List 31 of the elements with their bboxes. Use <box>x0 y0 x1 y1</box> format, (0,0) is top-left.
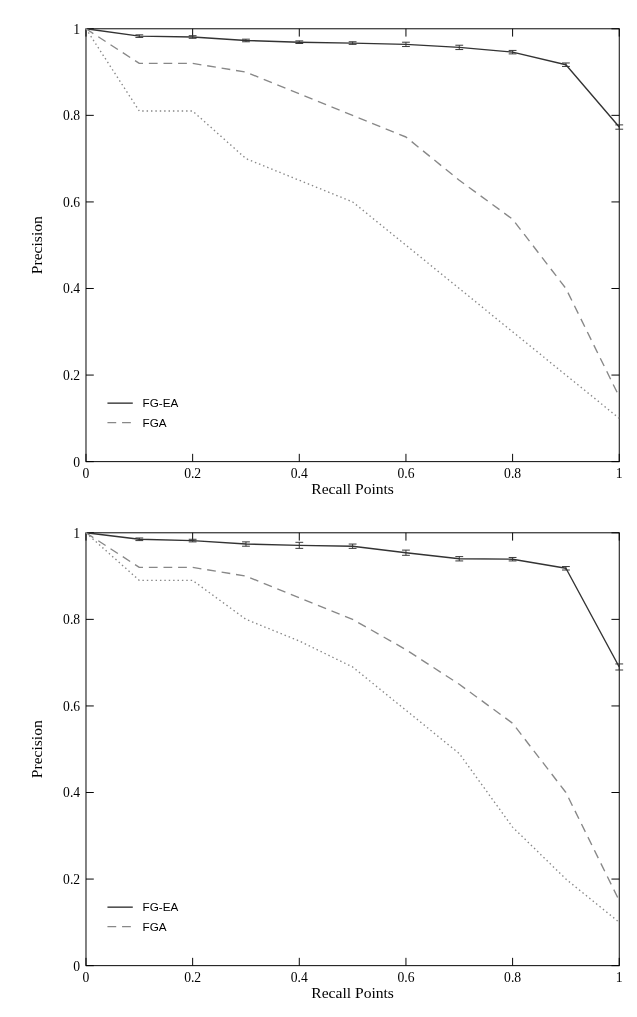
x-tick-label: 0.6 <box>397 466 415 482</box>
y-tick-label: 1 <box>73 21 81 37</box>
legend-label: FG-EA <box>142 396 179 410</box>
legend-label: FG-EA <box>142 900 179 914</box>
y-tick-label: 0 <box>73 958 81 974</box>
y-tick-label: 0.2 <box>63 367 81 383</box>
y-tick-label: 0.4 <box>63 281 81 297</box>
line-series <box>85 532 620 668</box>
x-tick-label: 0.8 <box>504 970 522 986</box>
x-tick-label: 1 <box>615 466 623 482</box>
legend-label: FGA <box>142 919 167 933</box>
x-axis-title: Recall Points <box>311 479 394 497</box>
y-axis-title: Precision <box>28 216 46 275</box>
y-tick-label: 0.2 <box>63 871 81 887</box>
x-tick-label: 0.8 <box>504 466 522 482</box>
y-tick-label: 0.6 <box>63 194 81 210</box>
y-tick-label: 0 <box>73 454 81 470</box>
x-axis-title: Recall Points <box>311 983 394 1001</box>
y-tick-label: 0.8 <box>63 612 81 628</box>
x-tick-label: 0.4 <box>290 970 308 986</box>
x-tick-label: 0.2 <box>184 466 202 482</box>
x-tick-label: 0.4 <box>290 466 308 482</box>
x-tick-label: 0.2 <box>184 970 202 986</box>
y-axis-title: Precision <box>28 720 46 779</box>
x-tick-label: 0.6 <box>397 970 415 986</box>
y-tick-label: 0.8 <box>63 108 81 124</box>
legend-label: FGA <box>142 415 167 429</box>
y-tick-label: 0.4 <box>63 785 81 801</box>
x-tick-label: 1 <box>615 970 623 986</box>
y-tick-label: 0.6 <box>63 698 81 714</box>
y-tick-label: 1 <box>73 525 81 541</box>
